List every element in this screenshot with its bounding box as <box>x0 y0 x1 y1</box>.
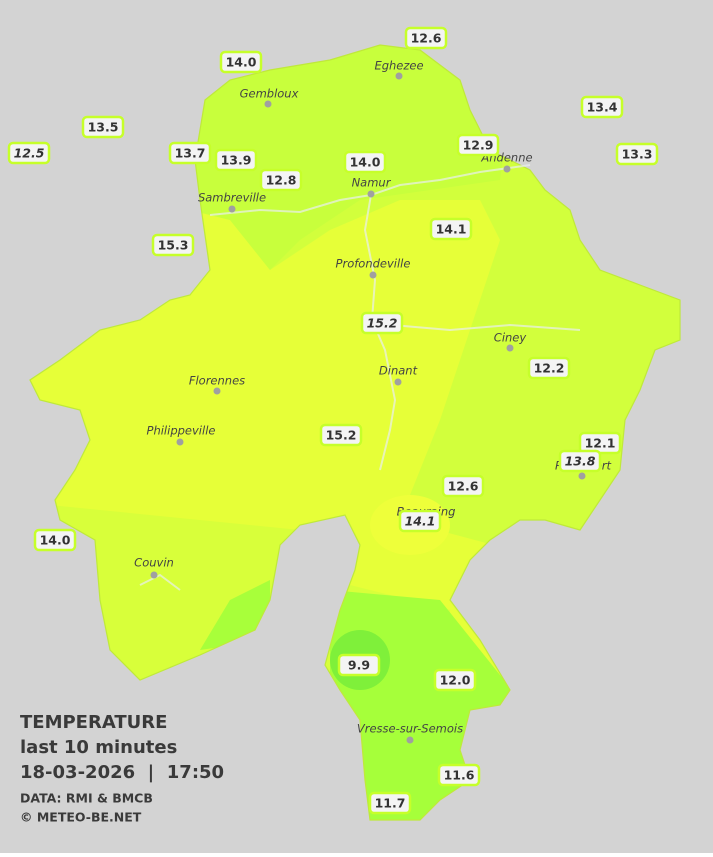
legend: TEMPERATURE last 10 minutes 18-03-2026 |… <box>20 712 224 825</box>
city-dot <box>228 205 236 213</box>
station-box <box>398 509 442 533</box>
city-label: Gembloux <box>240 87 299 101</box>
city-dot <box>578 472 586 480</box>
station-value: 14.1 <box>436 222 467 237</box>
station-box <box>33 528 77 552</box>
station-value: 12.0 <box>440 673 471 688</box>
city-dot <box>506 344 514 352</box>
station-value: 12.6 <box>448 479 479 494</box>
city-label: Vresse-sur-Semois <box>357 722 463 736</box>
legend-copyright: © METEO-BE.NET <box>20 810 142 825</box>
station-box <box>615 142 659 166</box>
legend-datetime: 18-03-2026 | 17:50 <box>20 762 224 783</box>
station-box <box>319 423 363 447</box>
city-label: Florennes <box>189 374 245 388</box>
city-label: Namur <box>352 176 392 190</box>
station-value: 12.1 <box>585 436 616 451</box>
station-value: 14.0 <box>226 55 257 70</box>
station-value: 12.9 <box>463 138 494 153</box>
city-dot <box>264 100 272 108</box>
station-value: 13.8 <box>565 454 596 469</box>
city-label: Sambreville <box>198 191 266 205</box>
station-value: 12.8 <box>266 173 297 188</box>
station-value: 14.0 <box>350 155 381 170</box>
station-value: 13.9 <box>221 153 252 168</box>
station-box <box>404 26 448 50</box>
station-box <box>343 150 387 174</box>
city-label: Dinant <box>379 364 418 378</box>
city-label: Profondeville <box>336 257 411 271</box>
city-label: Couvin <box>134 556 174 570</box>
station-box <box>368 791 412 815</box>
city-dot <box>213 387 221 395</box>
station-box <box>580 95 624 119</box>
station-value: 13.7 <box>175 146 206 161</box>
city-dot <box>367 190 375 198</box>
city-dot <box>150 571 158 579</box>
station-value: 15.2 <box>326 428 357 443</box>
station-box <box>259 168 303 192</box>
station-box <box>7 141 51 165</box>
legend-subtitle: last 10 minutes <box>20 737 177 758</box>
station-box <box>337 653 381 677</box>
city-dot <box>395 72 403 80</box>
legend-title: TEMPERATURE <box>20 712 167 733</box>
city-label: Ciney <box>494 331 527 345</box>
station-value: 14.0 <box>40 533 71 548</box>
station-box <box>433 668 477 692</box>
city-label: Eghezee <box>374 59 423 73</box>
station-box <box>437 763 481 787</box>
station-box <box>527 356 571 380</box>
station-value: 13.5 <box>88 120 119 135</box>
city-dot <box>369 271 377 279</box>
station-box <box>219 50 263 74</box>
station-box <box>360 311 404 335</box>
city-dot <box>406 736 414 744</box>
station-value: 13.3 <box>622 147 653 162</box>
station-value: 12.2 <box>534 361 565 376</box>
station-box <box>151 233 195 257</box>
station-value: 12.5 <box>14 146 45 161</box>
station-value: 15.3 <box>158 238 189 253</box>
city-label: Philippeville <box>147 424 216 438</box>
station-box <box>81 115 125 139</box>
city-dot <box>394 378 402 386</box>
station-value: 12.6 <box>411 31 442 46</box>
station-value: 15.2 <box>367 316 398 331</box>
legend-source: DATA: RMI & BMCB <box>20 791 153 806</box>
station-value: 13.4 <box>587 100 618 115</box>
station-value: 14.1 <box>405 514 436 529</box>
city-dot <box>503 165 511 173</box>
station-box <box>214 148 258 172</box>
station-value: 11.7 <box>375 796 406 811</box>
station-box <box>168 141 212 165</box>
station-box <box>456 133 500 157</box>
station-value: 11.6 <box>444 768 475 783</box>
city-dot <box>176 438 184 446</box>
station-box <box>558 449 602 473</box>
station-box <box>441 474 485 498</box>
station-value: 9.9 <box>348 658 370 673</box>
station-box <box>429 217 473 241</box>
